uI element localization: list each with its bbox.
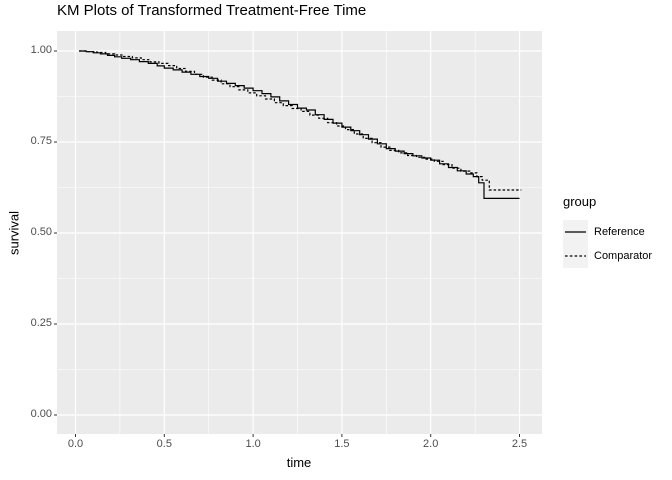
legend-item-reference: Reference <box>563 220 652 244</box>
legend-label: Comparator <box>594 250 653 262</box>
legend: group Reference Comparator <box>563 194 652 268</box>
y-tick-label: 0.50 <box>30 226 52 238</box>
x-tick-label: 0.5 <box>156 438 172 450</box>
y-tick-label: 0.00 <box>30 408 52 420</box>
y-axis-title: survival <box>6 210 22 256</box>
x-tick-label: 0.0 <box>67 438 84 450</box>
x-tick-label: 1.0 <box>245 438 261 450</box>
legend-key-dashed-line <box>563 244 588 268</box>
x-axis-title: time <box>286 455 312 470</box>
plot-title: KM Plots of Transformed Treatment-Free T… <box>57 2 367 19</box>
legend-title: group <box>563 194 597 209</box>
km-curve-comparator <box>79 50 522 191</box>
km-curve-reference <box>79 50 520 199</box>
legend-item-comparator: Comparator <box>563 244 652 268</box>
x-tick-label: 2.5 <box>511 438 528 450</box>
x-tick-label: 1.5 <box>334 438 350 450</box>
y-tick-label: 0.25 <box>30 317 52 329</box>
x-tick-label: 2.0 <box>423 438 439 450</box>
legend-label: Reference <box>594 226 645 238</box>
y-tick-label: 0.75 <box>30 135 52 147</box>
y-tick-label: 1.00 <box>30 44 52 56</box>
legend-key-solid-line <box>563 220 588 244</box>
